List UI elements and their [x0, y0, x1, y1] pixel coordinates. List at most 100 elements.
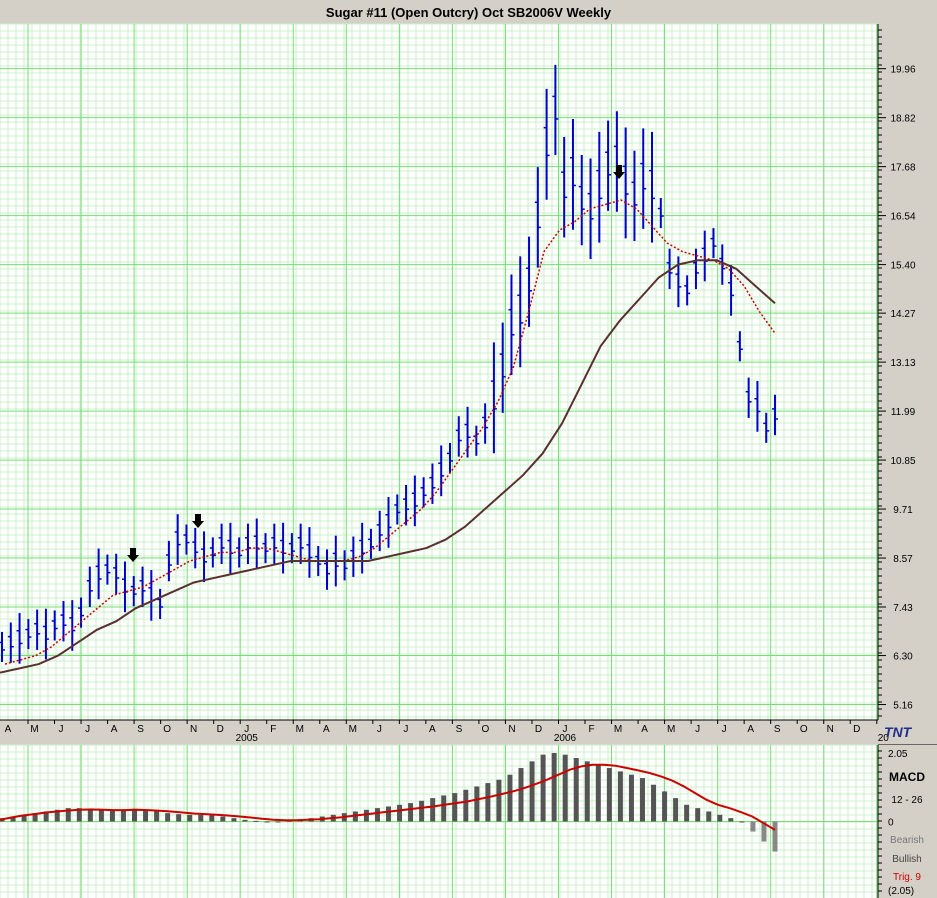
- x-month-label: J: [377, 724, 382, 735]
- y-tick-label: 15.40: [890, 261, 915, 272]
- price-bar: [420, 477, 427, 508]
- macd-histogram-bar: [573, 758, 579, 822]
- price-bar: [763, 412, 770, 443]
- macd-histogram-bar: [21, 814, 27, 822]
- x-month-label: S: [774, 724, 781, 735]
- macd-histogram-bar: [374, 808, 380, 822]
- macd-histogram-bar: [363, 809, 369, 822]
- price-bar: [666, 248, 673, 290]
- macd-histogram-bar: [43, 811, 49, 822]
- price-bar: [728, 265, 735, 316]
- price-bar: [640, 128, 647, 229]
- price-bar: [359, 522, 366, 574]
- macd-legend-item: Bearish: [890, 835, 924, 846]
- price-bar: [306, 527, 313, 578]
- macd-histogram-bar: [673, 798, 679, 822]
- x-month-label: S: [137, 724, 144, 735]
- macd-histogram-bar: [639, 778, 645, 822]
- price-bar: [736, 331, 743, 362]
- macd-histogram-bar: [551, 753, 557, 822]
- price-bar: [209, 537, 216, 568]
- price-bar: [438, 445, 445, 497]
- macd-histogram-bar: [562, 754, 568, 822]
- price-bar: [754, 381, 761, 432]
- price-bar: [0, 631, 5, 662]
- macd-histogram-bar: [617, 771, 623, 822]
- macd-histogram-bar: [209, 815, 215, 822]
- macd-histogram-bar: [10, 816, 16, 822]
- price-bar: [60, 600, 67, 642]
- macd-histogram-bar: [109, 810, 115, 822]
- macd-histogram-bar: [87, 808, 93, 822]
- macd-histogram-bar: [386, 806, 391, 822]
- price-bar: [86, 566, 93, 608]
- macd-histogram-bar: [231, 818, 237, 822]
- tnt-logo: TNT: [884, 724, 913, 740]
- price-bar: [692, 248, 699, 290]
- macd-histogram-bar: [165, 813, 171, 822]
- macd-legend-item: Bullish: [892, 854, 921, 865]
- macd-histogram-bar: [739, 821, 745, 823]
- y-tick-label: 18.82: [890, 114, 915, 125]
- price-bar: [464, 406, 471, 458]
- price-bar: [165, 540, 172, 582]
- x-month-label: A: [429, 724, 436, 735]
- macd-histogram-bar: [430, 798, 436, 822]
- price-bar: [569, 118, 576, 230]
- price-bar: [534, 167, 541, 268]
- macd-histogram-bar: [198, 814, 204, 822]
- macd-histogram-bar: [651, 784, 657, 822]
- price-bar: [253, 518, 260, 570]
- price-bar: [183, 524, 190, 555]
- macd-histogram-bar: [143, 809, 149, 822]
- price-bar: [490, 342, 497, 454]
- x-month-label: D: [535, 724, 542, 735]
- y-tick-label: 16.54: [890, 212, 915, 223]
- y-tick-label: 13.13: [890, 358, 915, 369]
- price-bar: [324, 549, 331, 590]
- x-month-label: A: [641, 724, 648, 735]
- macd-y-tick-label: (2.05): [888, 886, 914, 897]
- x-month-label: O: [482, 724, 490, 735]
- price-bar: [596, 131, 603, 243]
- x-year-label: 20: [878, 733, 890, 744]
- price-bar: [192, 527, 199, 569]
- macd-y-axis-bg: [878, 745, 937, 898]
- macd-histogram-bar: [242, 819, 248, 822]
- price-bar: [710, 228, 717, 259]
- price-bar: [236, 537, 243, 568]
- x-month-label: J: [59, 724, 64, 735]
- price-bar: [508, 274, 515, 376]
- macd-histogram-bar: [717, 814, 723, 822]
- y-tick-label: 14.27: [890, 309, 915, 320]
- macd-y-tick-label: 0: [888, 818, 894, 829]
- macd-params: 12 - 26: [891, 795, 923, 806]
- logo-text: TNT: [884, 724, 913, 740]
- x-year-label: 2005: [236, 733, 259, 744]
- macd-histogram-bar: [761, 821, 767, 842]
- macd-legend-item: Trig. 9: [893, 872, 921, 883]
- y-tick-label: 7.43: [893, 603, 913, 614]
- x-month-label: A: [111, 724, 118, 735]
- price-bar: [526, 236, 533, 327]
- x-month-label: M: [30, 724, 38, 735]
- price-bar: [429, 463, 436, 504]
- price-bar: [288, 533, 295, 564]
- macd-histogram-bar: [32, 813, 38, 822]
- price-bar: [578, 155, 585, 246]
- x-month-label: N: [508, 724, 515, 735]
- price-bar: [25, 619, 32, 650]
- price-bar: [543, 88, 550, 200]
- x-month-label: J: [695, 724, 700, 735]
- macd-histogram-bar: [408, 803, 414, 822]
- price-bar: [411, 475, 418, 527]
- x-month-label: A: [747, 724, 754, 735]
- macd-histogram-bar: [485, 783, 491, 822]
- x-month-label: O: [163, 724, 171, 735]
- macd-histogram-bar: [706, 811, 712, 822]
- price-bar: [394, 494, 401, 525]
- price-bar: [552, 64, 559, 156]
- price-bar: [42, 608, 49, 660]
- macd-histogram-bar: [286, 820, 292, 822]
